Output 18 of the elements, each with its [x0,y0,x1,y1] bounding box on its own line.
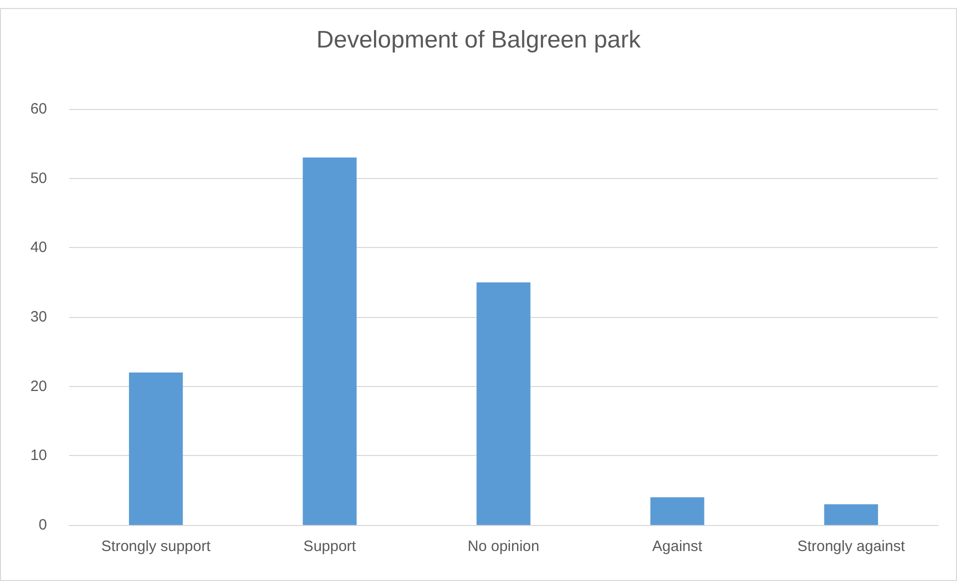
bar [302,158,357,525]
y-tick-label: 30 [30,308,47,326]
y-tick-label: 20 [30,378,47,395]
bar [824,504,878,525]
x-tick-label: Against [652,538,704,555]
bar [128,372,183,525]
x-tick-label: Strongly support [101,538,212,555]
y-tick-label: 50 [30,170,47,187]
y-tick-label: 0 [38,516,47,534]
chart-title: Development of Balgreen park [316,26,642,54]
y-tick-label: 60 [30,100,47,118]
y-tick-label: 40 [30,239,47,256]
x-tick-label: No opinion [468,538,540,555]
bar [476,282,530,525]
x-tick-label: Strongly against [797,538,906,555]
y-tick-label: 10 [30,447,47,464]
bar [650,497,704,525]
x-tick-label: Support [303,538,357,555]
